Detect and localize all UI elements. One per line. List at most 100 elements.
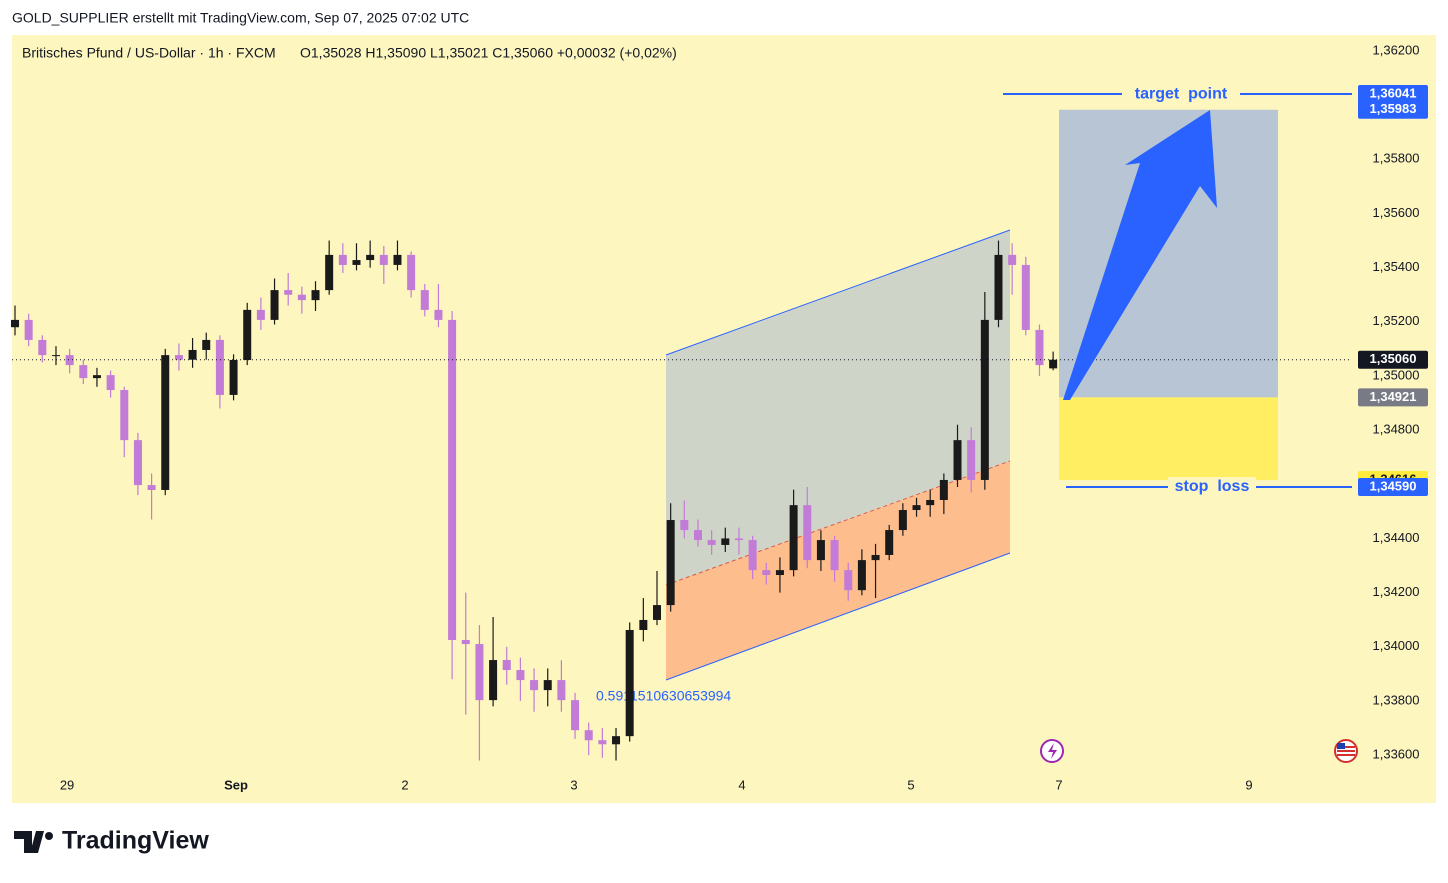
x-tick-label: 9 bbox=[1245, 777, 1252, 792]
candle-body bbox=[803, 505, 812, 561]
candle-body bbox=[297, 294, 306, 301]
candle-body bbox=[379, 254, 388, 265]
candle-body bbox=[612, 736, 621, 745]
y-tick-label: 1,34400 bbox=[1373, 530, 1420, 545]
candle-body bbox=[871, 554, 880, 561]
candle-body bbox=[120, 390, 129, 441]
candle-body bbox=[816, 540, 825, 561]
y-tick-label: 1,34200 bbox=[1373, 584, 1420, 599]
y-tick-label: 1,35000 bbox=[1373, 367, 1420, 382]
candle-body bbox=[980, 319, 989, 480]
candle-body bbox=[898, 510, 907, 531]
candle-body bbox=[530, 680, 539, 691]
candle-body bbox=[229, 359, 238, 395]
y-tick-label: 1,35800 bbox=[1373, 151, 1420, 166]
candle-body bbox=[24, 319, 33, 340]
candle-body bbox=[598, 740, 607, 745]
y-tick-label: 1,33600 bbox=[1373, 747, 1420, 762]
header: GOLD_SUPPLIER erstellt mit TradingView.c… bbox=[12, 10, 469, 26]
channel-lower bbox=[666, 461, 1010, 680]
price-label-bg bbox=[1358, 388, 1428, 407]
candle-body bbox=[133, 440, 142, 486]
candle-body bbox=[653, 605, 662, 620]
candle-body bbox=[516, 670, 525, 681]
candle-body bbox=[775, 570, 784, 576]
candle-body bbox=[789, 505, 798, 571]
stop-zone bbox=[1059, 397, 1278, 480]
target-label-bg bbox=[1122, 84, 1240, 105]
candle-body bbox=[639, 619, 648, 630]
candle-body bbox=[830, 540, 839, 571]
candle-body bbox=[953, 440, 962, 480]
logo: TradingView bbox=[14, 827, 209, 855]
candle-body bbox=[311, 290, 320, 301]
candle-body bbox=[325, 254, 334, 291]
channel-upper bbox=[666, 230, 1010, 585]
candle-body bbox=[571, 700, 580, 731]
candle-body bbox=[92, 375, 101, 379]
candle-body bbox=[352, 260, 361, 265]
candle-body bbox=[202, 339, 211, 350]
candle-body bbox=[1049, 359, 1058, 369]
candle-body bbox=[1035, 329, 1044, 366]
candle-body bbox=[489, 660, 498, 701]
arrow bbox=[1063, 110, 1217, 400]
x-tick-label: 4 bbox=[738, 777, 745, 792]
candle-body bbox=[420, 290, 429, 310]
candle-body bbox=[967, 440, 976, 480]
candle-body bbox=[502, 660, 511, 671]
x-tick-label: 29 bbox=[60, 777, 74, 792]
candle-body bbox=[461, 640, 470, 645]
candle-body bbox=[38, 339, 47, 356]
candle-body bbox=[51, 355, 60, 357]
candle-body bbox=[748, 540, 757, 571]
candle-body bbox=[284, 290, 293, 295]
channel-line bbox=[665, 229, 1011, 356]
candle-body bbox=[161, 355, 170, 490]
candle-body bbox=[79, 365, 88, 379]
candle-body bbox=[762, 570, 771, 576]
candle-body bbox=[734, 538, 743, 541]
candle-body bbox=[939, 479, 948, 500]
candle-body bbox=[912, 505, 921, 511]
target-label: target point bbox=[1135, 85, 1228, 102]
candle-body bbox=[434, 309, 443, 320]
candle-body bbox=[707, 540, 716, 545]
candle-body bbox=[65, 355, 74, 366]
candle-body bbox=[147, 485, 156, 490]
candle-body bbox=[366, 254, 375, 261]
y-tick-label: 1,34800 bbox=[1373, 422, 1420, 437]
y-tick-label: 1,35600 bbox=[1373, 205, 1420, 220]
candle-body bbox=[11, 319, 20, 328]
candle-body bbox=[557, 680, 566, 701]
candle-body bbox=[857, 560, 866, 591]
plot: 0.5911510630653994 target point stop loss 1… bbox=[11, 42, 1428, 792]
candle-body bbox=[338, 254, 347, 265]
x-tick-label: 3 bbox=[570, 777, 577, 792]
candle-body bbox=[693, 530, 702, 541]
candle-body bbox=[270, 290, 279, 320]
stop-label-bg bbox=[1168, 476, 1256, 497]
candle-body bbox=[188, 349, 197, 360]
candle-body bbox=[174, 355, 183, 360]
channel-mid bbox=[665, 460, 1011, 586]
chart-subtitle: O1,35028 H1,35090 L1,35021 C1,35060 +0,0… bbox=[300, 45, 677, 61]
y-tick-label: 1,36200 bbox=[1373, 42, 1420, 57]
candle-body bbox=[680, 520, 689, 531]
candle-body bbox=[885, 530, 894, 555]
candle-body bbox=[994, 254, 1003, 320]
x-tick-label: 5 bbox=[907, 777, 914, 792]
candle-body bbox=[926, 499, 935, 506]
candle-body bbox=[106, 375, 115, 391]
price-label: 1,35060 bbox=[1370, 351, 1417, 366]
channel-label: 0.5911510630653994 bbox=[596, 688, 731, 704]
x-tick-label: 7 bbox=[1055, 777, 1062, 792]
candle-body bbox=[256, 309, 265, 320]
y-tick-label: 1,35200 bbox=[1373, 313, 1420, 328]
candle-body bbox=[448, 319, 457, 641]
y-tick-label: 1,34000 bbox=[1373, 638, 1420, 653]
logo-dot bbox=[45, 832, 53, 840]
chart-title: Britisches Pfund / US-Dollar · 1h · FXCM bbox=[22, 45, 276, 61]
logo-mark bbox=[14, 831, 44, 853]
